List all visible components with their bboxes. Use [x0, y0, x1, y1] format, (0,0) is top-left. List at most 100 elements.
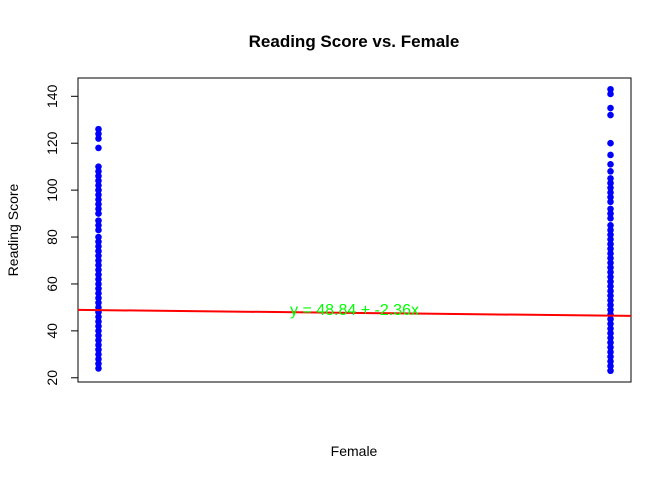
point: [95, 144, 102, 152]
point: [607, 245, 614, 253]
point: [95, 168, 102, 175]
point: [607, 278, 614, 285]
point: [607, 353, 614, 360]
point: [95, 313, 102, 321]
point: [95, 351, 102, 358]
point: [607, 168, 614, 175]
point: [95, 332, 102, 339]
point: [95, 290, 102, 297]
point: [607, 250, 614, 257]
y-tick-label: 140: [44, 84, 60, 108]
point: [607, 111, 614, 119]
point: [95, 205, 102, 213]
point: [607, 301, 614, 309]
point: [607, 325, 614, 332]
point: [607, 189, 614, 196]
point: [607, 367, 614, 375]
y-tick-label: 60: [44, 276, 60, 292]
y-tick-label: 20: [44, 370, 60, 386]
point: [95, 252, 102, 260]
point: [607, 297, 614, 304]
point: [607, 329, 614, 337]
point: [95, 163, 102, 170]
point: [607, 259, 614, 267]
point: [95, 130, 102, 138]
point: [607, 320, 614, 328]
point: [607, 161, 614, 168]
point: [95, 271, 102, 278]
point: [95, 200, 102, 208]
point: [95, 210, 102, 217]
point: [607, 198, 614, 206]
point: [607, 222, 614, 229]
point: [95, 304, 102, 311]
point: [95, 247, 102, 255]
point: [95, 355, 102, 363]
regression-line: [77, 308, 632, 317]
point: [607, 85, 614, 93]
point: [607, 358, 614, 365]
annotation: y = 48.84 + -2.36x: [290, 302, 419, 319]
point: [607, 343, 614, 351]
point: [607, 184, 614, 192]
point: [95, 365, 102, 372]
point: [607, 362, 614, 370]
point: [607, 268, 614, 276]
point: [95, 222, 102, 229]
point: [95, 125, 102, 133]
point: [95, 266, 102, 274]
y-tick-label: 80: [44, 229, 60, 245]
point: [607, 315, 614, 323]
point: [607, 240, 614, 248]
point: [607, 334, 614, 342]
point: [607, 236, 614, 243]
point: [607, 264, 614, 271]
y-tick-label: 120: [44, 131, 60, 155]
point: [95, 135, 102, 142]
point: [607, 151, 614, 159]
point: [607, 292, 614, 299]
point: [95, 318, 102, 325]
y-tick-label: 40: [44, 323, 60, 339]
point: [607, 214, 614, 222]
point: [607, 254, 614, 262]
point: [95, 341, 102, 349]
point: [607, 179, 614, 187]
point: [607, 139, 614, 147]
point: [95, 275, 102, 283]
point: [607, 210, 614, 217]
point: [607, 231, 614, 238]
point: [95, 346, 102, 353]
point: [95, 360, 102, 368]
point: [95, 294, 102, 302]
point: [95, 243, 102, 250]
point: [95, 196, 102, 203]
y-axis-label: Reading Score: [5, 183, 21, 276]
point: [95, 285, 102, 292]
point: [95, 257, 102, 264]
point: [95, 226, 102, 234]
point: [95, 238, 102, 246]
point: [607, 287, 614, 295]
point: [95, 299, 102, 307]
point: [607, 193, 614, 201]
point: [95, 177, 102, 185]
point: [95, 322, 102, 330]
point: [95, 233, 102, 241]
point: [95, 217, 102, 224]
point: [95, 186, 102, 194]
chart-title: Reading Score vs. Female: [249, 32, 460, 51]
x-axis-label: Female: [331, 443, 378, 459]
point: [95, 172, 102, 180]
point: [607, 205, 614, 213]
point: [607, 282, 614, 290]
point: [607, 104, 614, 112]
point: [95, 336, 102, 344]
plot-frame: [77, 77, 632, 383]
point: [607, 348, 614, 356]
point: [607, 90, 614, 98]
point: [607, 339, 614, 346]
point: [607, 306, 614, 314]
point: [95, 280, 102, 288]
point: [607, 273, 614, 281]
